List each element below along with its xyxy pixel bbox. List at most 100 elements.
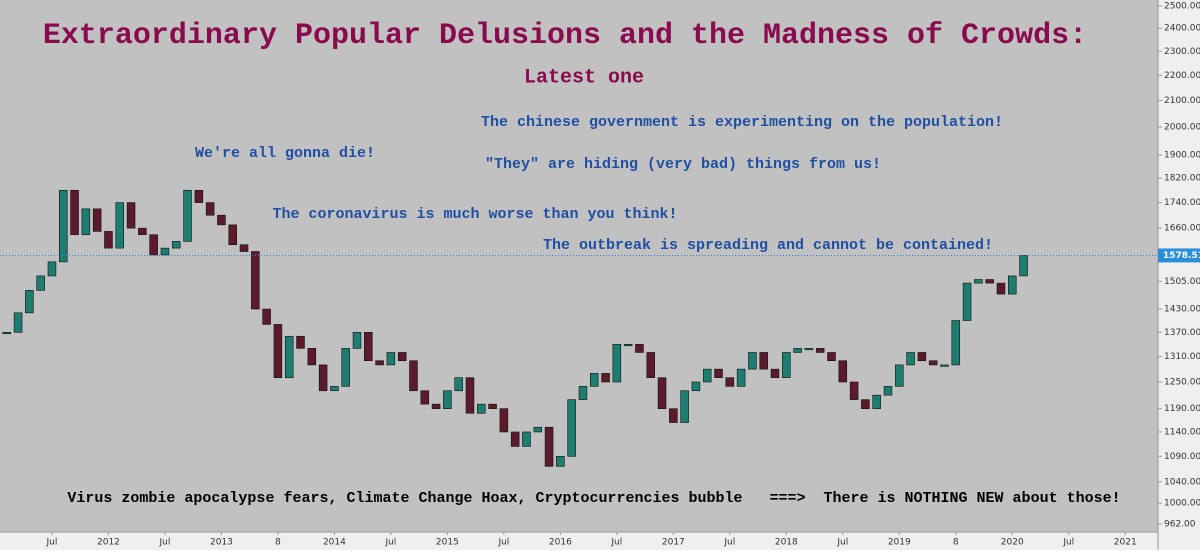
candle xyxy=(635,343,644,353)
candle xyxy=(601,373,610,383)
x-tick-label: Jul xyxy=(497,538,509,548)
candle xyxy=(465,377,475,414)
last-price-box xyxy=(1158,248,1200,263)
candle xyxy=(149,234,158,256)
x-tick-label: 2012 xyxy=(97,538,120,548)
candle xyxy=(115,202,125,249)
candle xyxy=(239,244,249,252)
y-axis-panel xyxy=(1158,0,1200,550)
candle xyxy=(217,214,226,226)
candle xyxy=(194,189,204,203)
candle xyxy=(940,364,949,367)
y-tick-label: 1000.00 xyxy=(1164,499,1200,509)
candle xyxy=(567,399,576,457)
y-tick-label: 1250.00 xyxy=(1164,378,1200,388)
candle xyxy=(917,352,927,362)
candle xyxy=(951,320,961,366)
y-tick-label: 1660.00 xyxy=(1164,224,1200,234)
x-tick-label: 2018 xyxy=(775,538,798,548)
candle xyxy=(827,352,836,362)
y-tick-label: 962.00 xyxy=(1164,520,1196,530)
candle xyxy=(533,426,543,433)
candle xyxy=(589,373,599,387)
candle xyxy=(996,282,1006,295)
y-tick-label: 1505.00 xyxy=(1164,277,1200,287)
candle xyxy=(409,360,418,392)
y-tick-label: 1190.00 xyxy=(1164,404,1200,414)
candle xyxy=(725,377,735,387)
candle xyxy=(669,408,678,423)
candle xyxy=(782,352,791,378)
candle xyxy=(759,352,768,370)
candle xyxy=(397,352,407,362)
x-tick-label: Jul xyxy=(159,538,171,548)
x-tick-label: 2013 xyxy=(210,538,233,548)
x-tick-label: Jul xyxy=(836,538,848,548)
candle xyxy=(748,352,757,370)
candle xyxy=(171,241,181,249)
y-tick-label: 1090.00 xyxy=(1164,452,1200,462)
x-tick-label: 2020 xyxy=(1001,538,1024,548)
candle xyxy=(160,247,170,256)
candle xyxy=(544,426,554,467)
candle xyxy=(770,368,780,378)
candle xyxy=(714,368,723,378)
y-tick-label: 1140.00 xyxy=(1164,427,1200,437)
candle xyxy=(92,208,102,232)
candle xyxy=(702,368,712,383)
y-tick-label: 2000.00 xyxy=(1164,123,1200,133)
plot-background xyxy=(0,0,1158,532)
candle xyxy=(883,386,893,396)
candle xyxy=(838,360,848,383)
candle xyxy=(25,290,34,314)
candle xyxy=(928,360,938,366)
candle xyxy=(104,231,113,249)
candle xyxy=(680,390,689,423)
candle xyxy=(47,261,57,277)
candle xyxy=(646,352,655,378)
candle xyxy=(318,364,328,392)
candle xyxy=(1019,255,1028,277)
candle xyxy=(126,202,136,229)
candle xyxy=(895,364,904,387)
y-tick-label: 1900.00 xyxy=(1164,150,1200,160)
chart-subtitle: Latest one xyxy=(524,66,644,89)
candle xyxy=(13,312,23,333)
candle xyxy=(736,368,746,387)
candle xyxy=(386,352,396,366)
candle xyxy=(431,403,441,409)
x-tick-label: 8 xyxy=(275,538,281,548)
y-tick-label: 2300.00 xyxy=(1164,47,1200,57)
candle xyxy=(284,335,294,378)
candle xyxy=(307,348,317,366)
y-tick-label: 1430.00 xyxy=(1164,305,1200,315)
candle xyxy=(205,202,215,216)
candle xyxy=(262,308,271,325)
candle xyxy=(522,431,531,447)
candle xyxy=(499,408,509,433)
candle xyxy=(251,251,260,310)
candle xyxy=(375,360,384,366)
y-tick-label: 1370.00 xyxy=(1164,328,1200,338)
x-tick-label: 2014 xyxy=(323,538,346,548)
annotation: The coronavirus is much worse than you t… xyxy=(272,206,677,223)
y-tick-label: 2100.00 xyxy=(1164,96,1200,106)
chart-title: Extraordinary Popular Delusions and the … xyxy=(43,19,1087,53)
y-tick-label: 1040.00 xyxy=(1164,477,1200,487)
x-tick-label: Jul xyxy=(610,538,622,548)
annotation: "They" are hiding (very bad) things from… xyxy=(485,156,881,173)
y-tick-label: 1740.00 xyxy=(1164,198,1200,208)
candle xyxy=(81,208,91,236)
x-tick-label: 2021 xyxy=(1114,538,1137,548)
x-tick-label: 2019 xyxy=(888,538,911,548)
y-tick-label: 2200.00 xyxy=(1164,71,1200,81)
candle xyxy=(556,455,565,467)
y-tick-label: 2500.00 xyxy=(1164,2,1200,12)
candle xyxy=(36,275,45,291)
candle xyxy=(578,386,588,400)
x-axis-panel xyxy=(0,532,1158,550)
candle xyxy=(815,348,825,353)
candle xyxy=(488,403,497,409)
